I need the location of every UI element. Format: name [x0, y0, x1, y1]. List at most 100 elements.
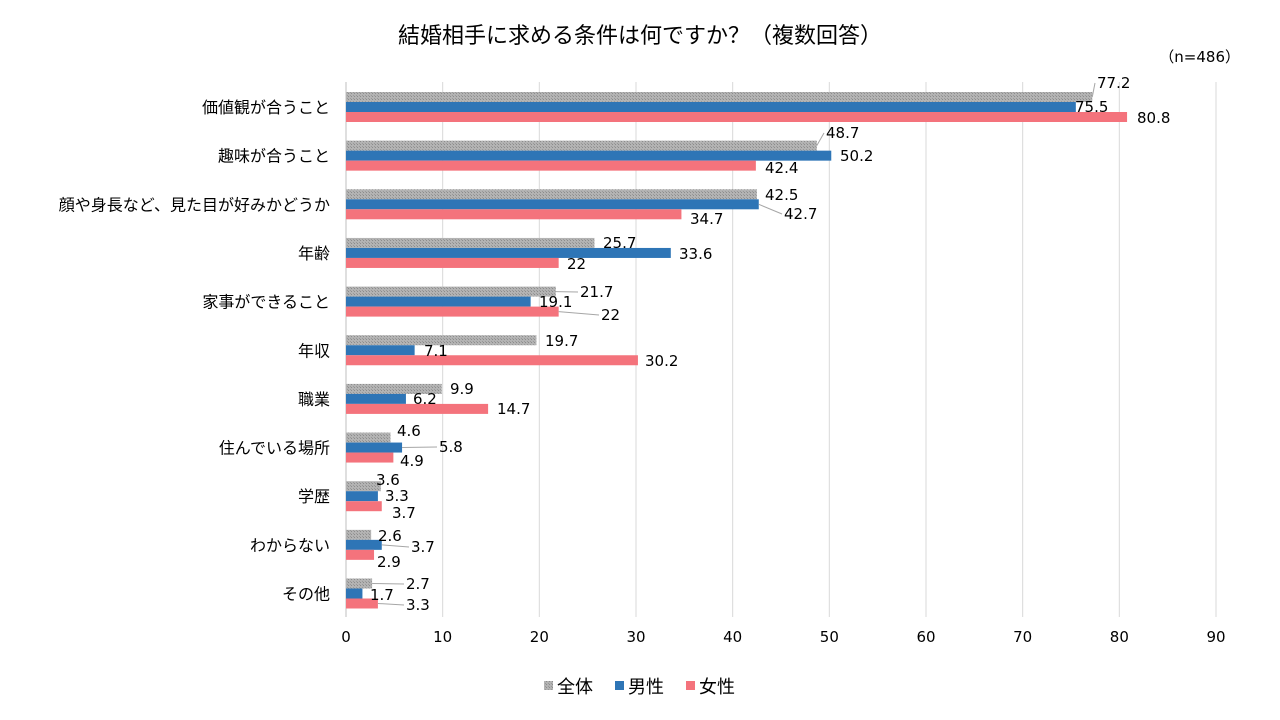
bar-全体 [346, 335, 537, 346]
bar-女性 [346, 160, 756, 171]
data-label: 4.9 [400, 452, 424, 470]
x-tick-label: 40 [723, 628, 742, 646]
category-label: 家事ができること [202, 293, 330, 312]
bar-女性 [346, 112, 1128, 122]
data-label: 19.1 [539, 293, 572, 311]
bar-全体 [346, 189, 757, 200]
data-label: 21.7 [580, 283, 613, 301]
leader-line [1091, 82, 1096, 98]
category-label: その他 [282, 585, 330, 604]
bar-男性 [346, 588, 363, 599]
category-label: 価値観が合うこと [202, 98, 330, 117]
bar-男性 [346, 247, 671, 258]
leader-line [377, 603, 405, 606]
x-tick-label: 0 [341, 628, 351, 646]
x-tick-label: 60 [916, 628, 935, 646]
sample-size: （n=486） [1159, 48, 1240, 66]
bar-男性 [346, 296, 531, 307]
data-label: 6.2 [413, 390, 437, 408]
data-label: 7.1 [424, 342, 448, 360]
bar-全体 [346, 237, 595, 248]
data-label: 2.6 [378, 527, 402, 545]
category-label: 年齢 [298, 244, 330, 263]
x-tick-label: 50 [820, 628, 839, 646]
legend-swatch-全体 [544, 681, 553, 690]
data-label: 3.3 [385, 487, 409, 505]
data-label: 75.5 [1075, 98, 1108, 116]
data-label: 3.3 [406, 596, 430, 614]
bar-男性 [346, 393, 406, 404]
bar-女性 [346, 306, 559, 317]
bar-全体 [346, 383, 442, 394]
x-tick-label: 20 [530, 628, 549, 646]
bar-女性 [346, 355, 638, 366]
bar-全体 [346, 529, 372, 540]
bar-全体 [346, 286, 556, 297]
data-label: 42.5 [765, 186, 798, 204]
data-label: 3.6 [376, 471, 400, 489]
bar-女性 [346, 598, 378, 609]
data-label: 5.8 [439, 438, 463, 456]
legend-swatch-男性 [615, 681, 624, 690]
category-label: 住んでいる場所 [219, 439, 330, 458]
data-label: 42.4 [765, 159, 798, 177]
data-label: 1.7 [370, 586, 394, 604]
bar-男性 [346, 150, 832, 161]
category-label: 学歴 [298, 487, 330, 506]
legend-swatch-女性 [686, 681, 695, 690]
bar-女性 [346, 403, 489, 414]
bar-全体 [346, 578, 373, 589]
leader-line [758, 203, 783, 215]
legend-label: 女性 [699, 677, 735, 698]
category-label: 年収 [298, 341, 330, 360]
bar-男性 [346, 345, 415, 356]
leader-line [381, 544, 410, 548]
leader-line [816, 132, 825, 146]
bar-全体 [346, 432, 391, 443]
data-label: 22 [601, 306, 620, 324]
data-label: 77.2 [1097, 74, 1130, 92]
bar-男性 [346, 442, 403, 453]
bar-男性 [346, 102, 1076, 112]
bar-女性 [346, 452, 394, 463]
data-label: 2.9 [377, 553, 401, 571]
data-label: 42.7 [784, 205, 817, 223]
legend-label: 全体 [557, 677, 593, 698]
category-label: 職業 [298, 390, 330, 409]
bar-男性 [346, 539, 382, 550]
data-label: 50.2 [840, 147, 873, 165]
data-label: 3.7 [411, 538, 435, 556]
data-label: 25.7 [603, 234, 636, 252]
bar-女性 [346, 501, 382, 512]
data-label: 3.7 [392, 504, 416, 522]
data-label: 34.7 [690, 210, 723, 228]
data-label: 19.7 [545, 332, 578, 350]
bar-男性 [346, 491, 378, 502]
data-label: 9.9 [450, 380, 474, 398]
bar-全体 [346, 92, 1093, 102]
leader-line [372, 583, 405, 585]
category-label: わからない [250, 536, 330, 555]
bar-女性 [346, 257, 559, 268]
category-label: 顔や身長など、見た目が好みかどうか [59, 195, 330, 214]
bar-全体 [346, 140, 817, 151]
bar-女性 [346, 549, 375, 560]
x-tick-label: 30 [626, 628, 645, 646]
chart-title: 結婚相手に求める条件は何ですか？（複数回答） [398, 24, 882, 49]
leader-line [402, 446, 438, 449]
x-tick-label: 80 [1110, 628, 1129, 646]
data-label: 80.8 [1137, 109, 1170, 127]
data-label: 2.7 [406, 575, 430, 593]
x-tick-label: 10 [433, 628, 452, 646]
data-label: 14.7 [497, 400, 530, 418]
data-label: 4.6 [397, 422, 421, 440]
bar-全体 [346, 481, 381, 492]
x-tick-label: 90 [1206, 628, 1225, 646]
bar-男性 [346, 199, 759, 210]
data-label: 22 [567, 255, 586, 273]
data-label: 33.6 [679, 245, 712, 263]
category-label: 趣味が合うこと [218, 147, 330, 166]
legend-label: 男性 [628, 677, 664, 698]
data-label: 48.7 [826, 124, 859, 142]
